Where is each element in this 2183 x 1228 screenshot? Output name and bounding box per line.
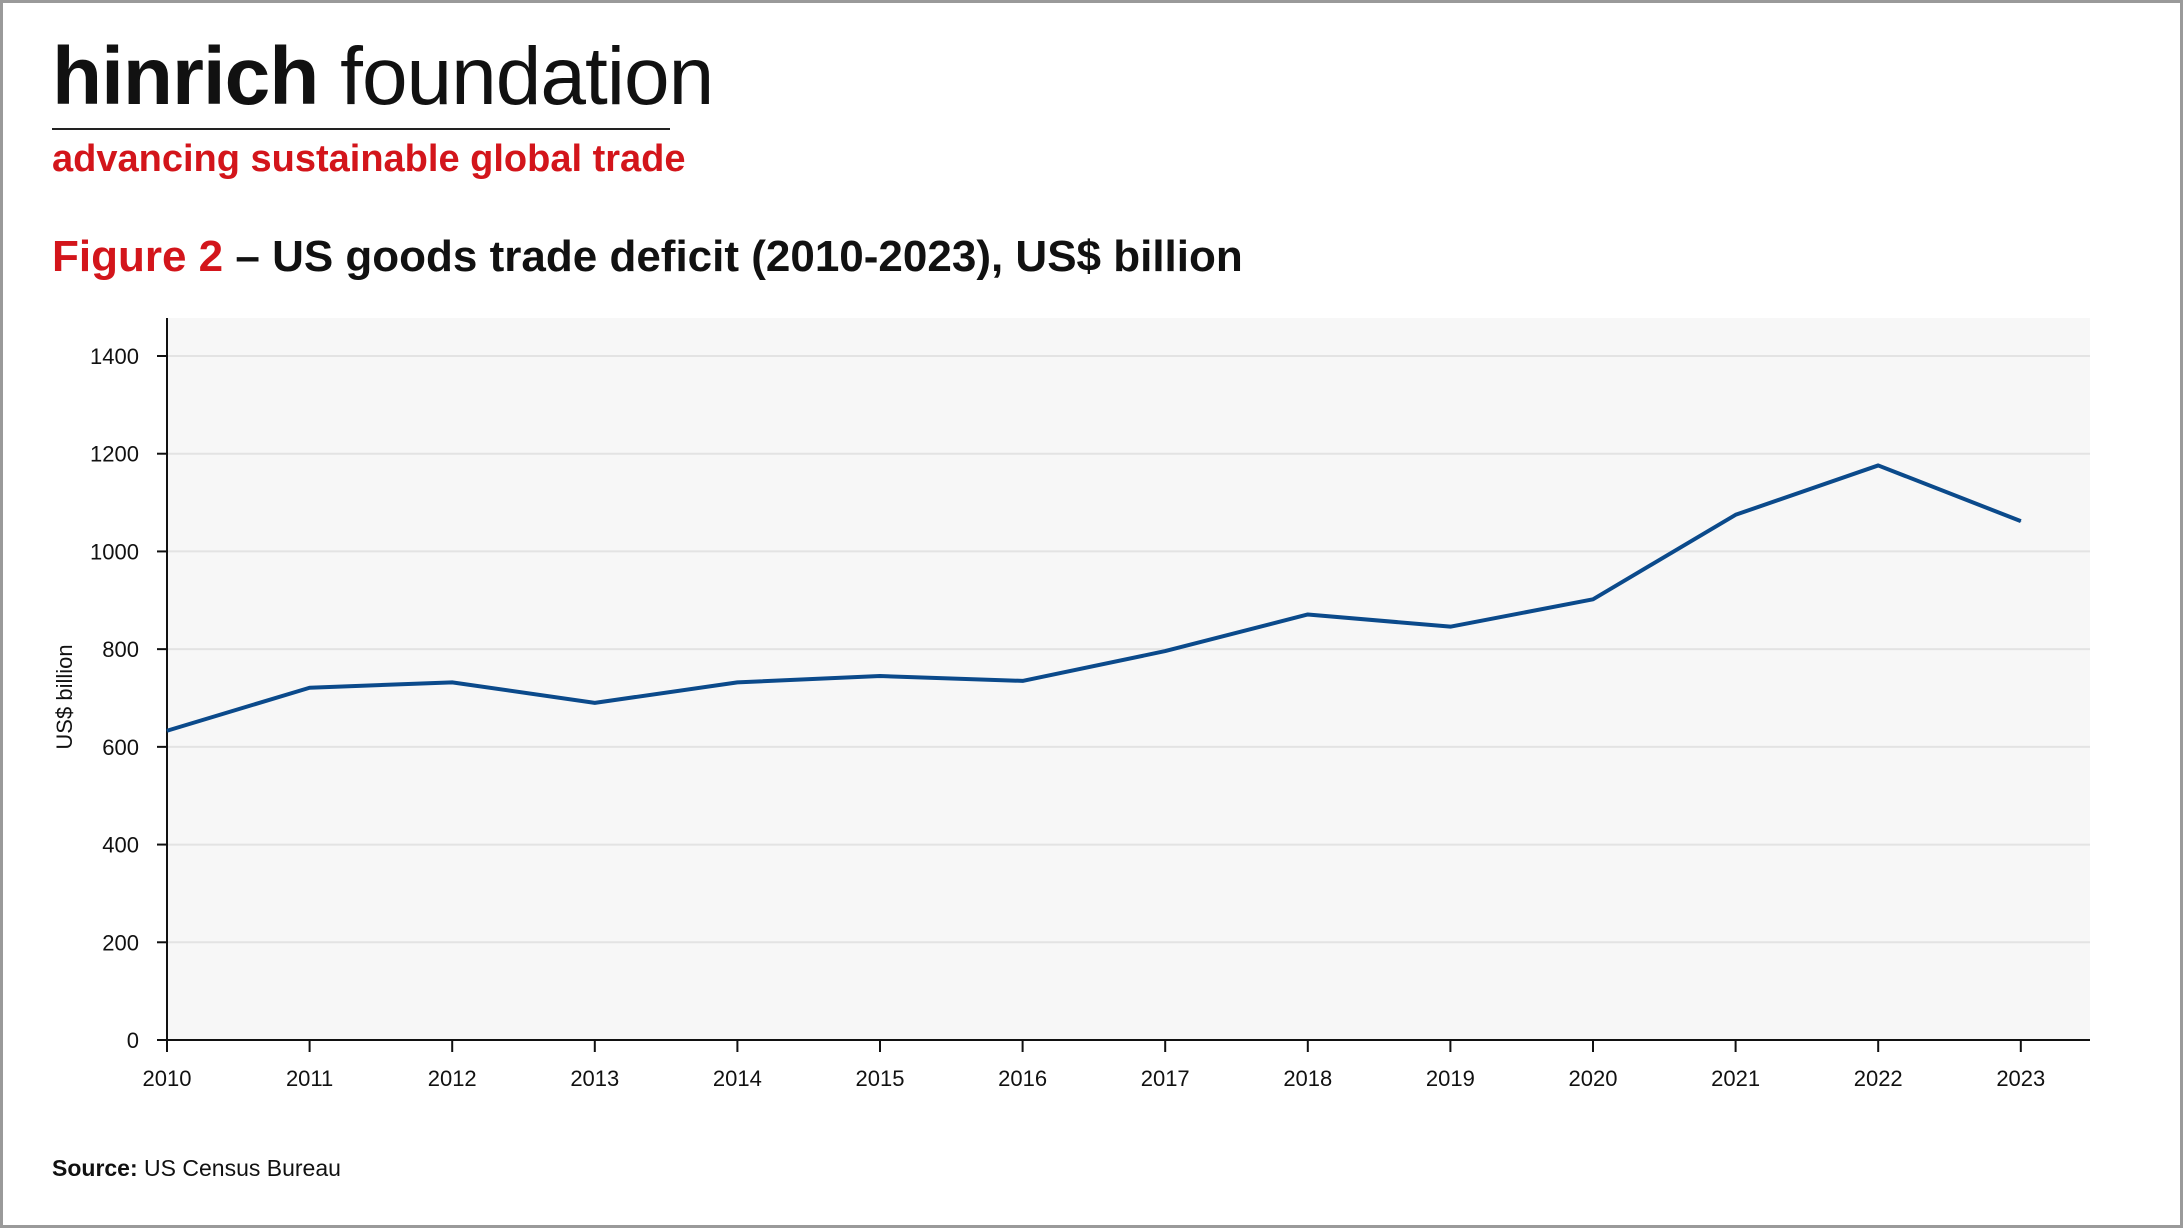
hinrich-foundation-logo: hinrich foundation advancing sustainable… <box>52 36 714 181</box>
data-point <box>451 681 453 683</box>
data-point <box>594 702 596 704</box>
source-note: Source: US Census Bureau <box>52 1155 341 1182</box>
data-point <box>1735 514 1737 516</box>
y-axis: 0 200 400 600 800 1000 1200 1400 <box>90 318 168 1053</box>
data-point <box>879 675 881 677</box>
logo-wordmark: hinrich foundation <box>52 36 714 130</box>
y-tick-label: 1000 <box>90 539 139 564</box>
logo-tagline: advancing sustainable global trade <box>52 138 686 180</box>
series-line <box>166 463 2022 733</box>
y-tick-label: 1200 <box>90 442 139 467</box>
x-tick-label: 2012 <box>428 1066 477 1091</box>
data-point <box>166 730 168 732</box>
source-text: US Census Bureau <box>137 1155 341 1181</box>
y-tick-label: 400 <box>102 833 139 858</box>
figure-label: Figure 2 <box>52 232 224 281</box>
figure-title-text: – US goods trade deficit (2010-2023), US… <box>223 232 1243 281</box>
x-tick-label: 2017 <box>1141 1066 1190 1091</box>
data-point <box>2020 520 2022 522</box>
y-axis-label: US$ billion <box>52 644 77 749</box>
data-point <box>309 687 311 689</box>
plot-background <box>167 318 2090 1040</box>
logo-name-bold: hinrich <box>52 31 319 122</box>
data-point <box>1877 464 1879 466</box>
x-tick-label: 2013 <box>570 1066 619 1091</box>
y-tick-label: 200 <box>102 930 139 955</box>
data-point <box>1022 680 1024 682</box>
y-tick-label: 800 <box>102 637 139 662</box>
x-tick-label: 2011 <box>286 1066 333 1091</box>
data-point <box>1164 650 1166 652</box>
y-tick-label: 1400 <box>90 344 139 369</box>
y-tick-label: 600 <box>102 735 139 760</box>
x-tick-label: 2014 <box>713 1066 762 1091</box>
gridlines <box>167 355 2090 944</box>
source-label: Source: <box>52 1155 138 1181</box>
logo-name-light: foundation <box>340 31 714 122</box>
x-tick-label: 2020 <box>1569 1066 1618 1091</box>
figure-title: Figure 2 – US goods trade deficit (2010-… <box>52 232 1243 282</box>
series-layer <box>166 463 2022 733</box>
data-point <box>1449 626 1451 628</box>
data-point <box>1307 613 1309 615</box>
x-tick-label: 2010 <box>143 1066 192 1091</box>
x-tick-label: 2023 <box>1996 1066 2045 1091</box>
x-tick-label: 2015 <box>856 1066 905 1091</box>
y-tick-label: 0 <box>127 1028 139 1053</box>
data-point <box>736 681 738 683</box>
data-point <box>1592 598 1594 600</box>
x-axis: 2010 2011 2012 2013 2014 2015 2016 2017 2018 2019… <box>143 1039 2090 1091</box>
x-tick-label: 2016 <box>998 1066 1047 1091</box>
x-tick-label: 2021 <box>1711 1066 1760 1091</box>
x-tick-label: 2018 <box>1283 1066 1332 1091</box>
x-tick-label: 2022 <box>1854 1066 1903 1091</box>
x-tick-label: 2019 <box>1426 1066 1475 1091</box>
